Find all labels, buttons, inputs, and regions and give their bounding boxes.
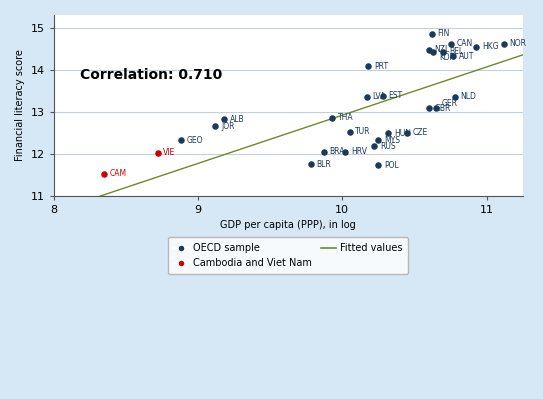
Legend: OECD sample, Cambodia and Viet Nam, Fitted values: OECD sample, Cambodia and Viet Nam, Fitt… [168,237,408,274]
Text: NOR: NOR [510,39,527,48]
Text: RUS: RUS [380,142,395,150]
Text: BEL: BEL [449,47,463,57]
Point [100,171,109,177]
Text: BRA: BRA [329,147,345,156]
Point [384,130,393,137]
Y-axis label: Financial literacy score: Financial literacy score [15,49,25,161]
Point [425,47,433,53]
Text: CAM: CAM [110,169,127,178]
Point [378,93,387,99]
Text: LVA: LVA [372,93,386,101]
Text: CZE: CZE [413,128,428,137]
Point [211,123,220,130]
Point [427,31,436,37]
Point [403,129,412,136]
Text: KOR: KOR [439,53,455,61]
Point [374,162,383,169]
Point [319,148,328,155]
Text: NZL: NZL [434,45,450,54]
Point [500,40,508,47]
Point [153,150,162,156]
Point [345,128,354,135]
Text: HRV: HRV [351,147,367,156]
Point [472,43,481,50]
Text: NLD: NLD [460,93,477,101]
Text: AUT: AUT [459,52,475,61]
Text: THA: THA [338,113,353,122]
Point [306,161,315,167]
Text: FIN: FIN [438,30,450,38]
Point [432,105,440,111]
Text: HKG: HKG [482,42,499,51]
Text: MYS: MYS [384,136,400,145]
Text: JOR: JOR [221,122,235,131]
Text: GBR: GBR [434,104,451,113]
Point [446,40,455,47]
Point [429,49,438,55]
Text: EST: EST [388,91,402,100]
Point [425,105,433,111]
Text: HUN: HUN [394,129,411,138]
Point [341,148,350,155]
Point [374,137,383,143]
Point [370,143,378,149]
Point [439,49,447,55]
Text: Correlation: 0.710: Correlation: 0.710 [80,68,222,82]
Text: GEO: GEO [186,136,203,145]
Point [363,94,371,100]
Point [449,53,458,59]
Text: ALB: ALB [230,115,244,124]
Point [176,137,185,143]
Text: GER: GER [442,99,458,108]
Point [328,115,337,121]
Text: TUR: TUR [355,127,371,136]
Point [219,116,228,122]
Text: VIE: VIE [163,148,175,157]
X-axis label: GDP per capita (PPP), in log: GDP per capita (PPP), in log [220,220,356,230]
Point [451,94,459,100]
Point [364,63,372,69]
Text: CAN: CAN [456,39,472,48]
Text: POL: POL [384,161,399,170]
Text: BLR: BLR [317,160,331,169]
Text: PRT: PRT [374,62,388,71]
